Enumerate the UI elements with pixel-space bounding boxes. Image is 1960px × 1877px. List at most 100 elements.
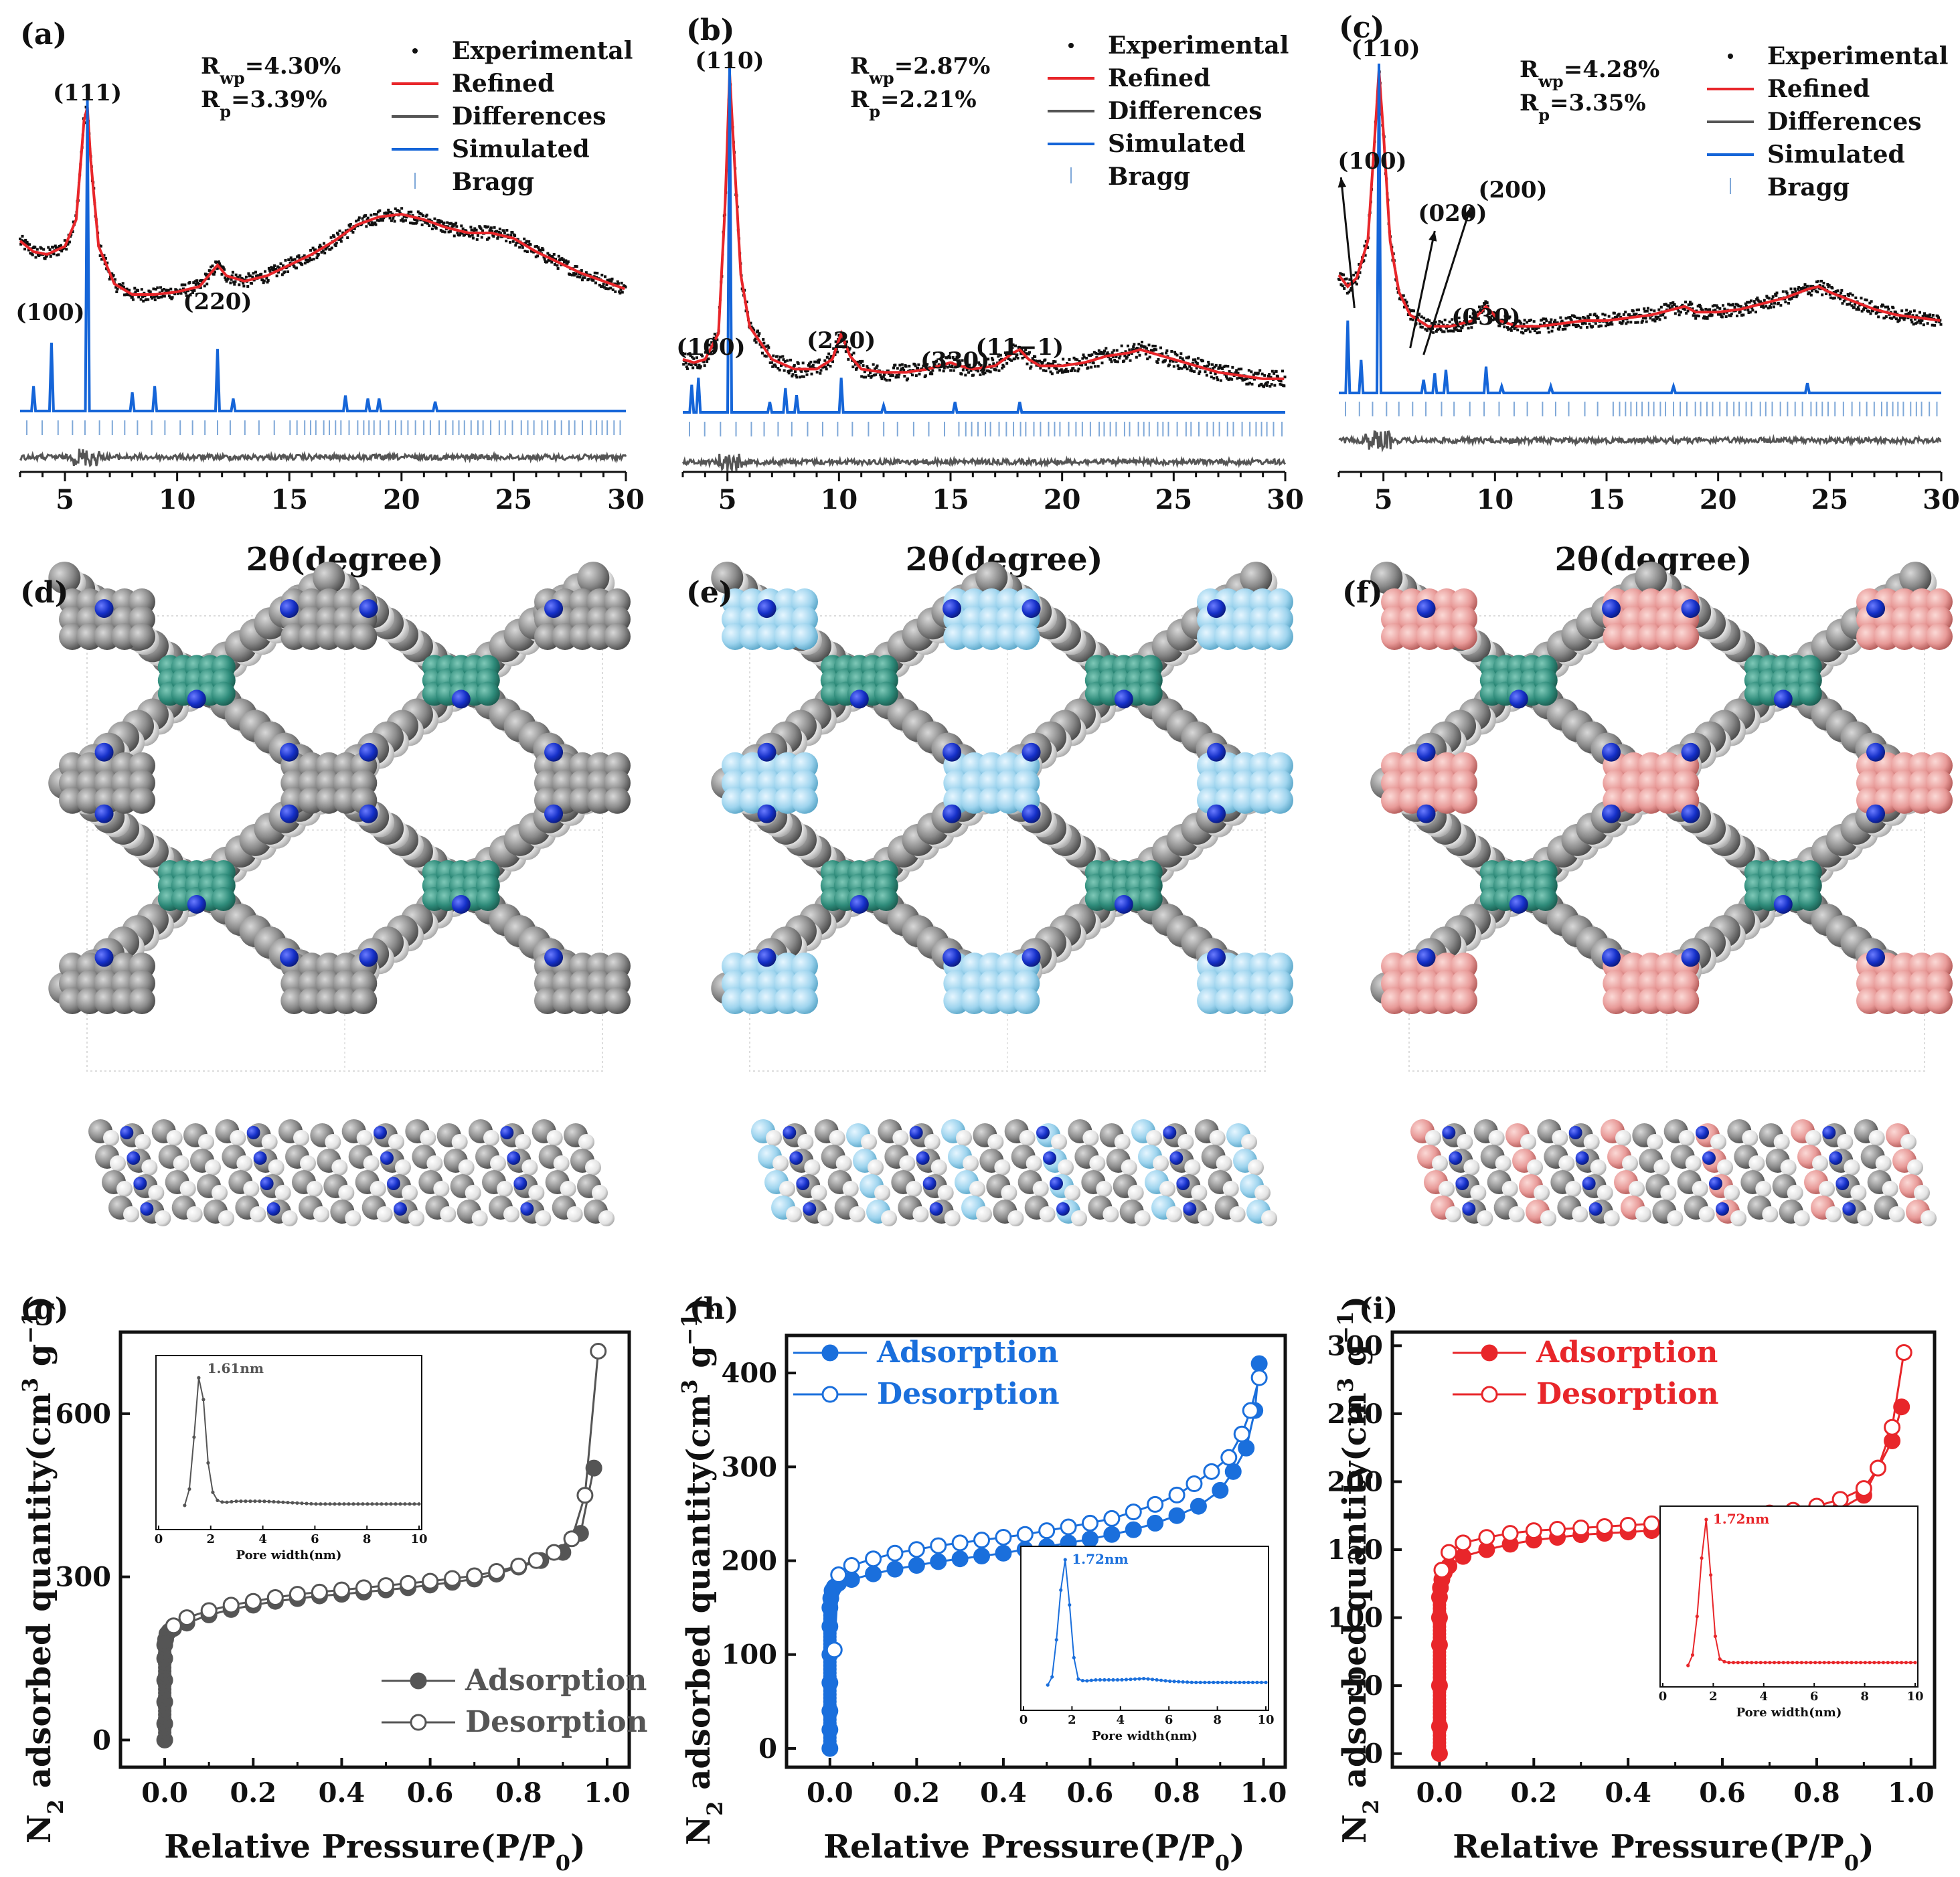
experimental-point <box>1718 307 1722 310</box>
experimental-point <box>872 363 875 366</box>
experimental-point <box>900 367 903 370</box>
experimental-point <box>621 291 624 294</box>
experimental-point <box>609 287 612 290</box>
annotation-arrowhead <box>1463 208 1472 218</box>
legend-label: Experimental <box>1767 42 1948 70</box>
experimental-point <box>777 358 781 361</box>
side-view-hydrogen <box>376 1206 393 1222</box>
nitrogen-atom <box>94 948 114 967</box>
experimental-point <box>1277 375 1279 378</box>
experimental-point <box>415 221 418 224</box>
experimental-point <box>1268 373 1271 376</box>
side-view-hydrogen <box>835 1155 852 1171</box>
experimental-point <box>550 260 554 264</box>
x-tick-label: 20 <box>1700 484 1737 515</box>
experimental-point <box>155 295 159 298</box>
experimental-point <box>421 214 424 218</box>
experimental-point <box>1644 317 1647 320</box>
experimental-point <box>134 290 137 293</box>
experimental-point <box>1876 306 1879 309</box>
experimental-point <box>283 270 287 274</box>
side-view-hydrogen <box>465 1185 481 1201</box>
experimental-point <box>701 354 704 357</box>
experimental-point <box>1900 315 1902 319</box>
inset-point <box>375 1502 379 1506</box>
side-view-nitrogen <box>1575 1151 1589 1165</box>
experimental-point <box>1036 359 1039 363</box>
experimental-point <box>1116 360 1119 363</box>
experimental-point <box>1842 299 1846 303</box>
experimental-point <box>329 236 333 239</box>
side-view-hydrogen <box>313 1206 329 1222</box>
experimental-point <box>1092 361 1095 365</box>
nitrogen-atom <box>1602 804 1621 823</box>
experimental-point <box>380 219 383 222</box>
experimental-point <box>308 256 311 260</box>
experimental-point <box>946 365 949 369</box>
experimental-point <box>197 282 201 286</box>
experimental-point <box>1180 367 1183 370</box>
experimental-point <box>1211 363 1214 366</box>
experimental-point <box>685 365 688 368</box>
experimental-point <box>958 359 961 362</box>
experimental-point <box>270 266 273 269</box>
experimental-point <box>1643 310 1647 313</box>
experimental-point <box>1143 345 1147 349</box>
experimental-point <box>1082 353 1085 357</box>
experimental-point <box>1828 293 1831 296</box>
experimental-point <box>1505 319 1508 322</box>
experimental-point <box>167 294 171 297</box>
experimental-point <box>325 246 328 250</box>
nitrogen-atom <box>94 804 114 823</box>
experimental-point <box>1038 359 1042 363</box>
experimental-point <box>267 266 270 270</box>
experimental-point <box>1528 330 1532 333</box>
side-view-hydrogen <box>1660 1185 1677 1201</box>
experimental-point <box>914 374 918 378</box>
experimental-point <box>461 227 465 230</box>
experimental-point <box>975 368 978 372</box>
experimental-point <box>1002 365 1005 368</box>
experimental-point <box>967 371 970 374</box>
experimental-point <box>416 219 419 222</box>
experimental-point <box>757 334 760 337</box>
experimental-point <box>707 357 710 361</box>
porphyrin-core-atom <box>1797 887 1822 911</box>
legend-label: Differences <box>1108 97 1262 125</box>
experimental-point <box>1159 346 1162 349</box>
x-tick-label: 10 <box>1476 484 1514 515</box>
nitrogen-atom <box>757 742 777 762</box>
experimental-point <box>252 272 255 275</box>
experimental-point <box>763 354 766 357</box>
side-view-hydrogen <box>521 1159 538 1175</box>
legend-label: Refined <box>452 70 554 98</box>
experimental-point <box>1194 360 1198 363</box>
experimental-point <box>1676 305 1679 309</box>
experimental-point <box>908 364 911 368</box>
experimental-point <box>1854 303 1857 306</box>
experimental-point <box>1470 326 1473 329</box>
experimental-point <box>451 225 454 228</box>
experimental-point <box>1794 290 1797 293</box>
porphyrin-core-atom <box>475 681 500 706</box>
experimental-point <box>1130 352 1133 355</box>
experimental-point <box>1513 327 1516 331</box>
experimental-point <box>1520 331 1523 334</box>
experimental-point <box>574 272 578 275</box>
experimental-point <box>1491 319 1494 322</box>
experimental-point <box>1806 284 1809 288</box>
experimental-point <box>1113 359 1117 362</box>
experimental-point <box>1526 321 1529 324</box>
side-view-hydrogen <box>849 1206 866 1222</box>
desorption-point <box>444 1570 461 1587</box>
inset-point <box>300 1501 304 1505</box>
side-view-hydrogen <box>1534 1185 1550 1201</box>
experimental-point <box>453 234 456 238</box>
experimental-point <box>782 358 785 361</box>
experimental-point <box>1822 281 1825 284</box>
plot-frame <box>118 1330 631 1769</box>
experimental-point <box>1909 310 1912 313</box>
side-view-nitrogen <box>1582 1177 1596 1190</box>
experimental-point <box>987 370 991 373</box>
experimental-point <box>768 361 772 364</box>
